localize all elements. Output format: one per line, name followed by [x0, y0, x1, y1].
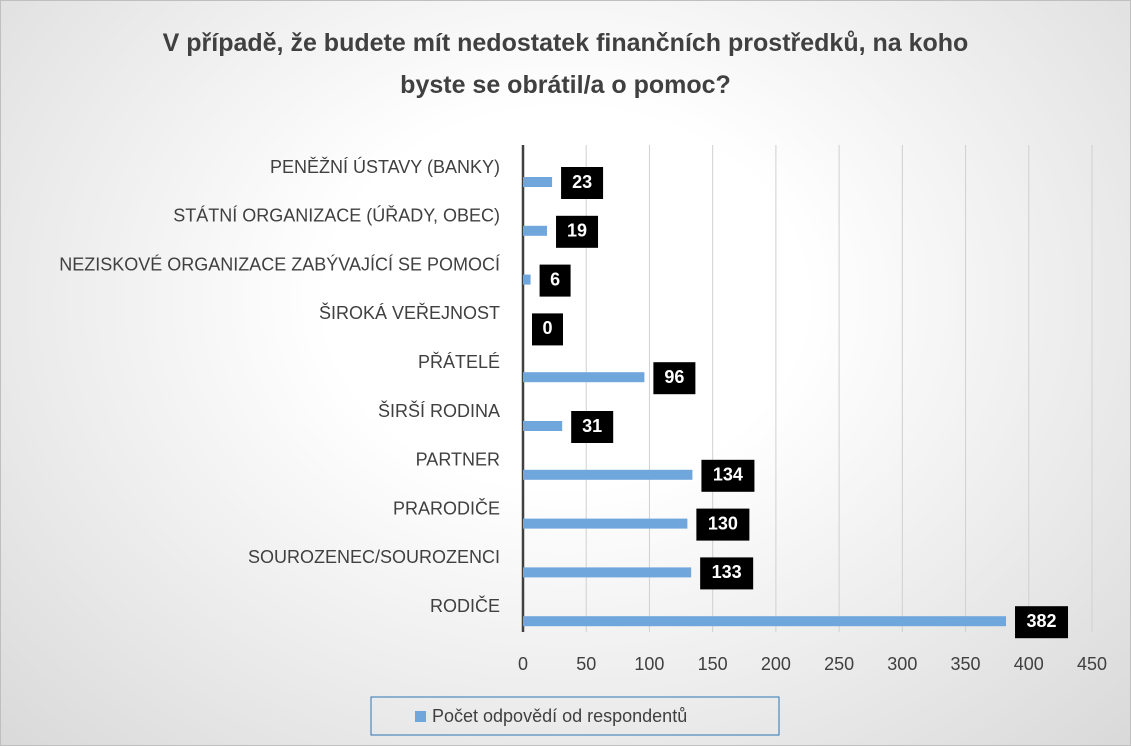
x-tick-label: 0: [518, 654, 528, 674]
legend-box: [370, 696, 780, 736]
data-label: 23: [572, 172, 592, 192]
legend-label: Počet odpovědí od respondentů: [432, 706, 687, 726]
data-label: 0: [542, 318, 552, 338]
data-label: 130: [708, 513, 738, 533]
bar: [523, 372, 645, 383]
data-label: 19: [567, 221, 587, 241]
bar: [523, 274, 531, 285]
data-label: 134: [713, 465, 743, 485]
x-tick-label: 400: [1014, 654, 1044, 674]
bar: [523, 177, 553, 187]
data-label-box: [532, 313, 563, 346]
data-label-box: [1015, 606, 1069, 639]
data-label-box: [696, 508, 750, 541]
bar: [523, 421, 563, 431]
bar: [523, 616, 1007, 627]
y-tick-label: PŘÁTELÉ: [418, 352, 500, 372]
data-label-box: [561, 167, 604, 199]
x-tick-label: 250: [824, 654, 854, 674]
data-label-box: [700, 557, 754, 590]
data-label-box: [701, 459, 755, 492]
data-label-box: [571, 411, 614, 443]
data-label-box: [556, 215, 599, 248]
y-tick-label: NEZISKOVÉ ORGANIZACE ZABÝVAJÍCÍ SE POMOC…: [59, 254, 500, 274]
x-tick-label: 350: [951, 654, 981, 674]
y-tick-label: STÁTNÍ ORGANIZACE (ÚŘADY, OBEC): [173, 205, 500, 226]
title-box: V případě, že budete mít nedostatek fina…: [0, 22, 1131, 106]
y-tick-label: SOUROZENEC/SOUROZENCI: [248, 547, 500, 567]
bar: [523, 469, 693, 480]
x-tick-label: 300: [887, 654, 917, 674]
data-label: 133: [712, 562, 742, 582]
x-tick-label: 450: [1077, 654, 1107, 674]
y-tick-label: ŠIRŠÍ RODINA: [378, 400, 500, 421]
data-label-box: [653, 362, 696, 395]
x-tick-label: 150: [698, 654, 728, 674]
y-tick-label: PENĚŽNÍ ÚSTAVY (BANKY): [270, 156, 500, 177]
data-label: 6: [550, 269, 560, 289]
y-tick-label: ŠIROKÁ VEŘEJNOST: [319, 302, 500, 323]
chart-title: V případě, že budete mít nedostatek fina…: [162, 29, 969, 99]
bar: [523, 567, 692, 578]
x-tick-label: 100: [634, 654, 664, 674]
bar: [523, 518, 688, 529]
x-tick-label: 50: [576, 654, 596, 674]
x-tick-label: 200: [761, 654, 791, 674]
data-label-box: [539, 264, 571, 297]
data-label: 382: [1026, 611, 1056, 631]
legend-swatch: [415, 711, 426, 722]
bar: [523, 225, 548, 236]
y-tick-label: PRARODIČE: [393, 497, 500, 518]
y-tick-label: PARTNER: [416, 450, 500, 470]
y-tick-label: RODIČE: [430, 595, 500, 616]
data-label: 31: [582, 416, 602, 436]
data-label: 96: [664, 367, 684, 387]
